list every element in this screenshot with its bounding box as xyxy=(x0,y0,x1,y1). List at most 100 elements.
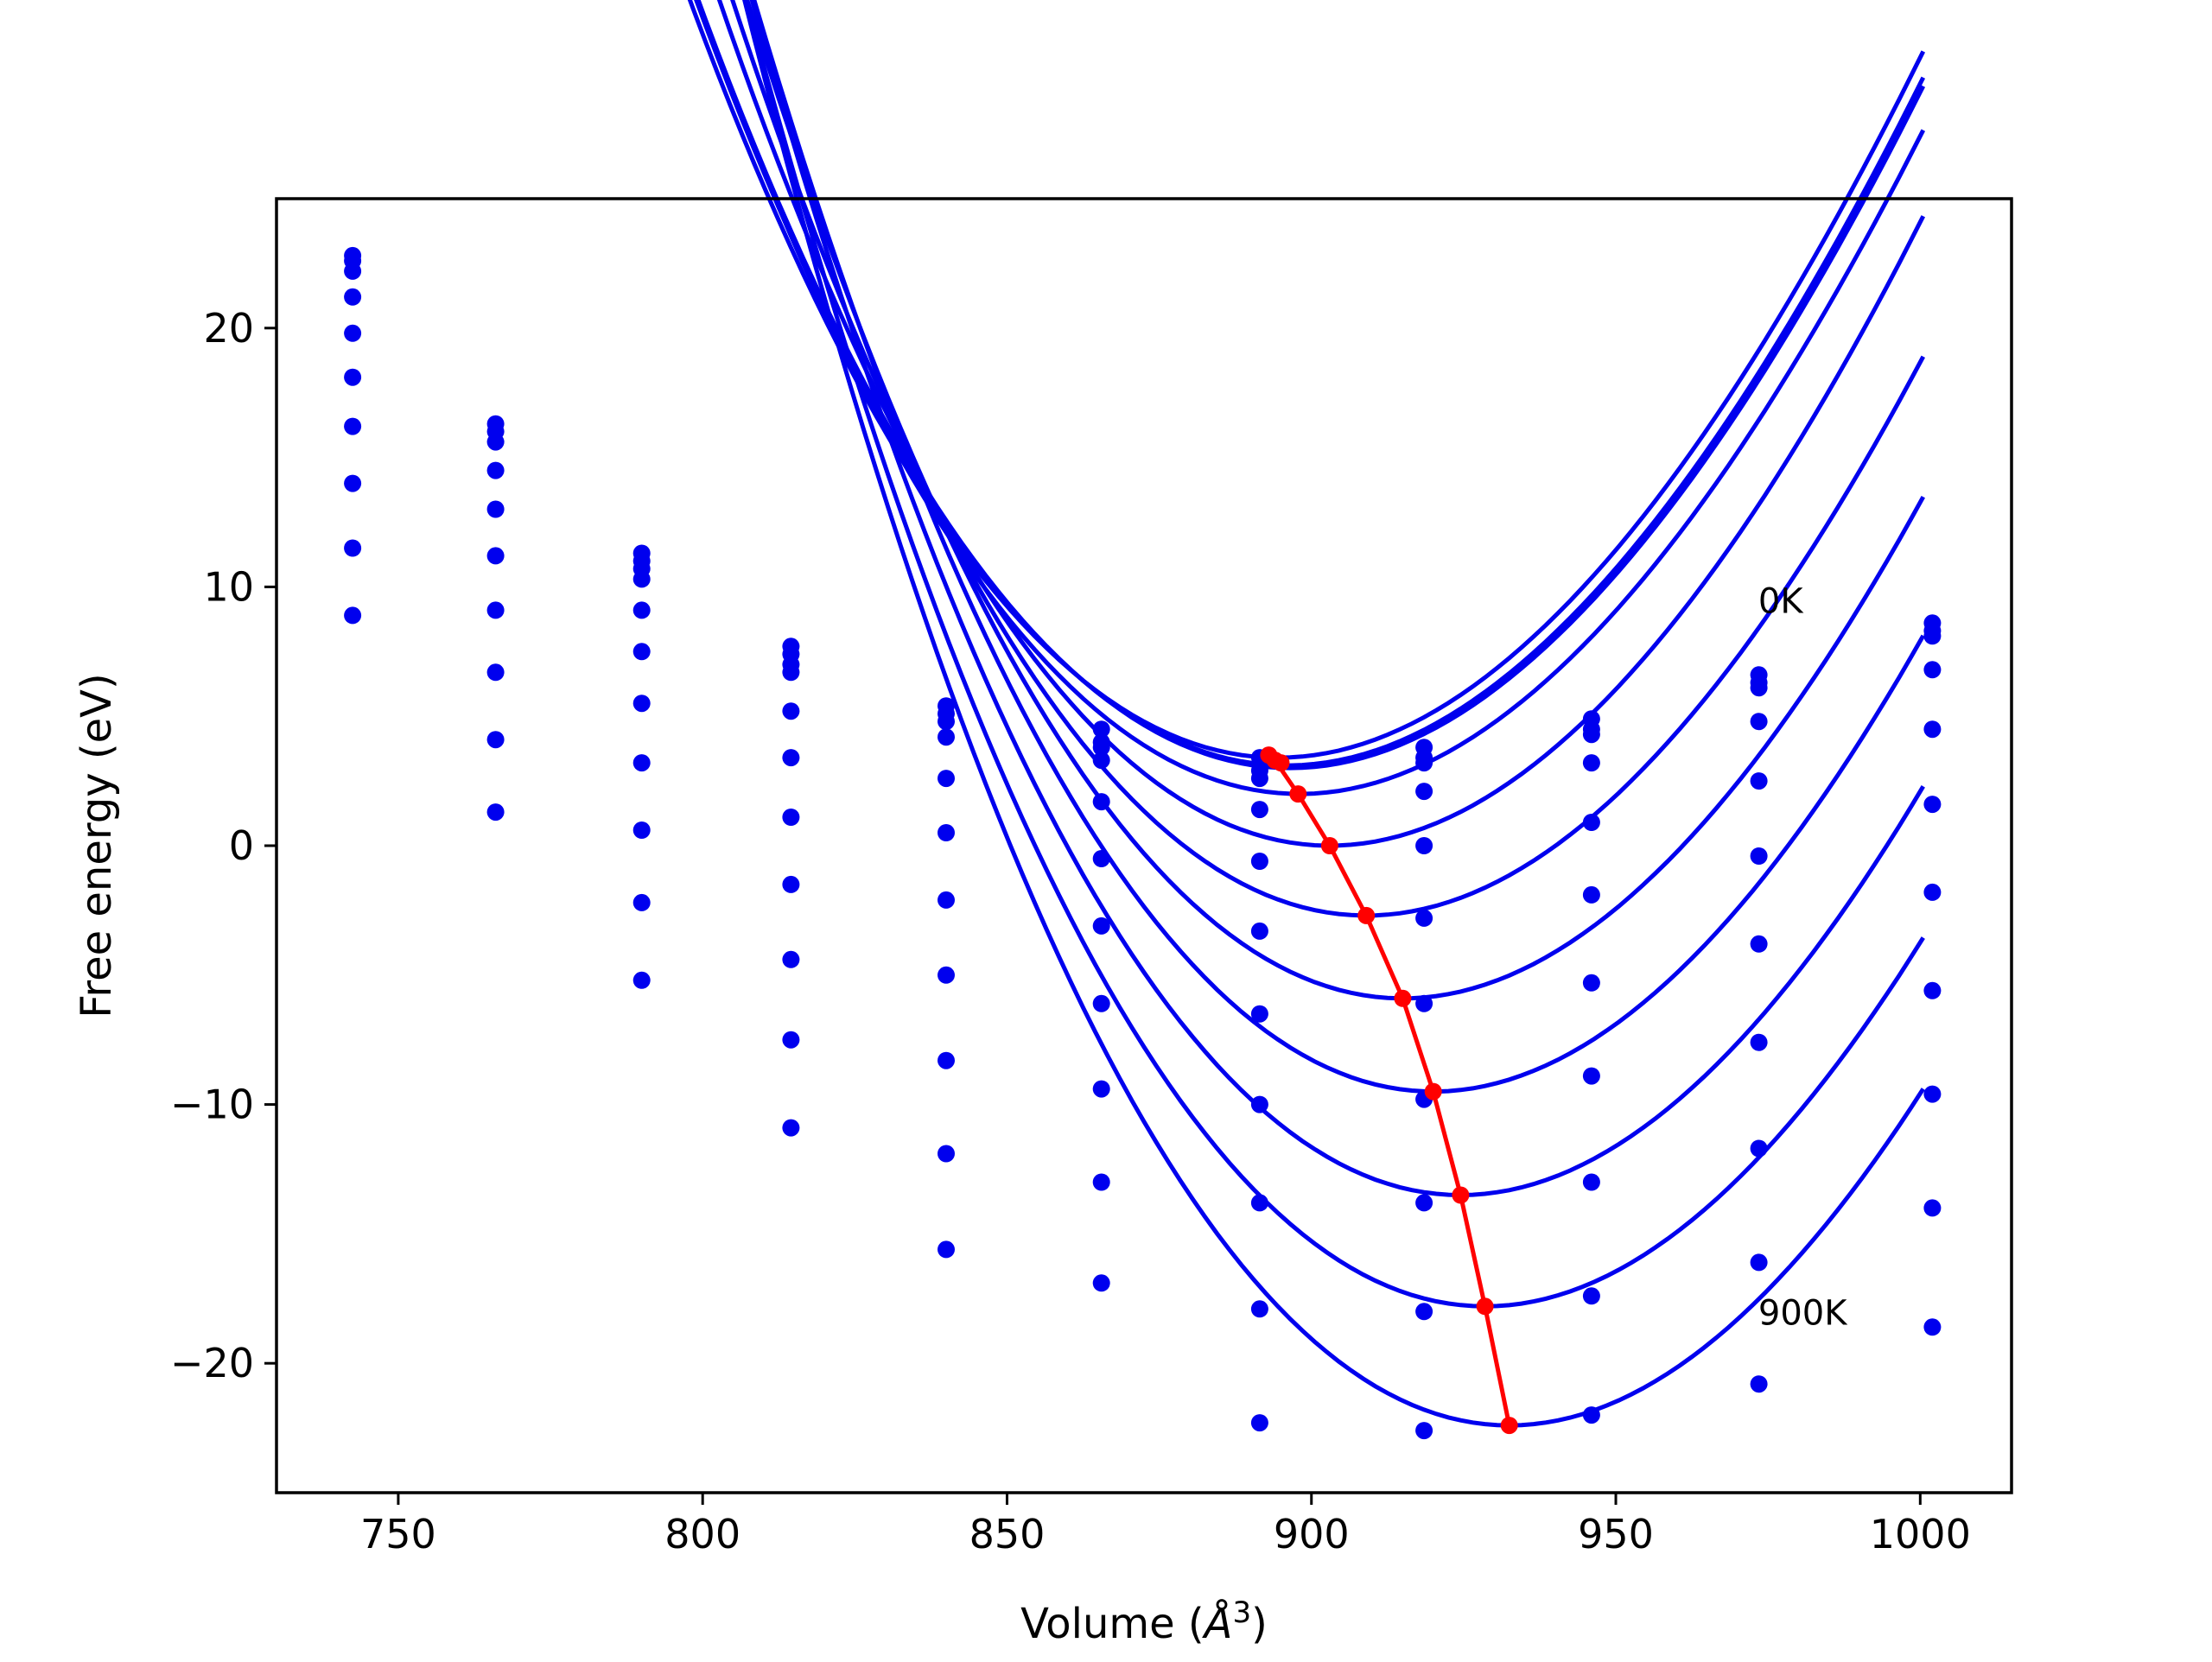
data-point xyxy=(1415,783,1433,801)
y-tick-label: −20 xyxy=(170,1340,254,1386)
minimum-point xyxy=(1500,1417,1518,1435)
data-point xyxy=(344,474,362,492)
data-point xyxy=(1250,853,1268,870)
data-point xyxy=(1415,994,1433,1012)
data-point xyxy=(1750,679,1768,697)
data-point xyxy=(938,770,955,788)
data-point xyxy=(1092,1080,1110,1098)
fit-curve-5 xyxy=(730,0,1926,918)
x-tick-label: 950 xyxy=(1578,1511,1654,1557)
data-point xyxy=(1582,814,1600,831)
data-point xyxy=(782,1119,800,1137)
fit-curve-2 xyxy=(696,0,1926,771)
data-point xyxy=(1582,974,1600,992)
data-point xyxy=(1750,1033,1768,1051)
data-points xyxy=(344,246,1942,1440)
data-point xyxy=(1415,1194,1433,1212)
data-point xyxy=(632,971,651,989)
data-point xyxy=(632,601,651,619)
data-point xyxy=(632,643,651,661)
data-point xyxy=(1415,837,1433,854)
data-point xyxy=(344,324,362,342)
fitted-curves xyxy=(687,0,1926,1428)
data-point xyxy=(1923,981,1942,999)
data-point xyxy=(1923,627,1942,645)
data-point xyxy=(1250,1095,1268,1113)
data-point xyxy=(938,1051,955,1069)
minimum-point xyxy=(1320,837,1338,854)
data-point xyxy=(1923,1318,1942,1336)
data-point xyxy=(938,824,955,841)
data-point xyxy=(1250,922,1268,940)
x-axis-ticks: 750 800 850 900 950 1000 xyxy=(360,1493,1971,1557)
data-point xyxy=(1250,1300,1268,1318)
fit-curve-10 xyxy=(742,0,1925,1428)
data-point xyxy=(486,601,505,619)
data-point xyxy=(1750,847,1768,865)
annotations: 0K 900K xyxy=(1758,581,1848,1333)
minimum-point xyxy=(1424,1082,1442,1101)
data-point xyxy=(1923,1085,1942,1103)
minimum-point xyxy=(1452,1186,1470,1204)
data-point xyxy=(1750,1139,1768,1158)
data-point xyxy=(1092,1173,1110,1191)
data-point xyxy=(486,803,505,821)
x-axis-label: Volume (Å3) xyxy=(1020,1595,1268,1648)
data-point xyxy=(938,966,955,984)
y-tick-label: −10 xyxy=(170,1082,254,1128)
data-point xyxy=(344,417,362,435)
data-point xyxy=(344,606,362,625)
data-point xyxy=(1250,1194,1268,1212)
data-point xyxy=(1092,850,1110,867)
annotation-label: 0K xyxy=(1758,581,1804,621)
data-point xyxy=(1750,713,1768,731)
data-point xyxy=(782,1031,800,1049)
minimum-point xyxy=(1394,989,1412,1007)
data-point xyxy=(1923,720,1942,739)
data-point xyxy=(1092,739,1110,757)
minimum-point xyxy=(1289,785,1307,803)
data-point xyxy=(1250,801,1268,819)
data-point xyxy=(782,749,800,767)
data-point xyxy=(344,539,362,557)
annotation-label: 900K xyxy=(1758,1293,1848,1333)
data-point xyxy=(1092,994,1110,1012)
data-point xyxy=(782,663,800,682)
data-point xyxy=(1750,772,1768,790)
data-point xyxy=(1415,1422,1433,1440)
data-point xyxy=(632,754,651,772)
data-point xyxy=(1092,917,1110,935)
data-point xyxy=(1923,883,1942,901)
minima-path xyxy=(1260,746,1518,1435)
data-point xyxy=(1750,935,1768,953)
minimum-point xyxy=(1266,752,1284,770)
data-point xyxy=(938,713,955,731)
x-tick-label: 800 xyxy=(664,1511,741,1557)
data-point xyxy=(1250,770,1268,788)
data-point xyxy=(1750,1375,1768,1393)
minimum-point xyxy=(1357,906,1376,924)
data-point xyxy=(1250,1414,1268,1432)
minimum-point xyxy=(1476,1297,1494,1316)
fit-curve-3 xyxy=(696,0,1926,796)
data-point xyxy=(632,821,651,839)
data-point xyxy=(344,262,362,280)
data-point xyxy=(632,695,651,713)
data-point xyxy=(1582,1067,1600,1085)
y-tick-label: 10 xyxy=(203,563,254,610)
data-point xyxy=(1923,796,1942,814)
data-point xyxy=(1092,1274,1110,1292)
data-point xyxy=(1923,1199,1942,1217)
data-point xyxy=(632,570,651,588)
data-point xyxy=(486,433,505,451)
data-point xyxy=(486,663,505,682)
data-point xyxy=(1415,1303,1433,1321)
data-point xyxy=(486,500,505,518)
x-tick-label: 750 xyxy=(360,1511,436,1557)
fit-curve-9 xyxy=(743,0,1925,1309)
data-point xyxy=(1582,1406,1600,1424)
data-point xyxy=(1582,754,1600,772)
x-tick-label: 900 xyxy=(1274,1511,1350,1557)
data-point xyxy=(1092,720,1110,739)
x-tick-label: 850 xyxy=(969,1511,1046,1557)
